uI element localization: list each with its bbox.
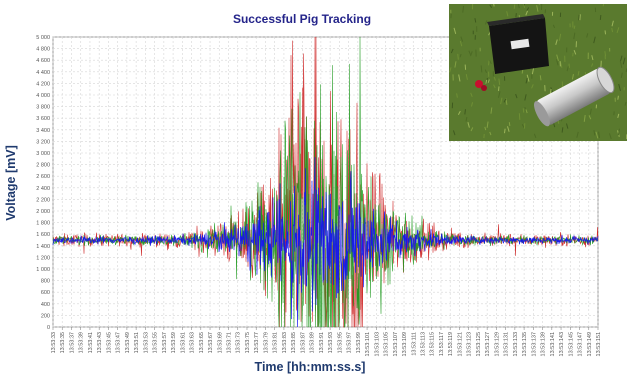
x-tick-label: 13:53:59	[171, 332, 177, 353]
y-tick-label: 400	[41, 302, 50, 308]
x-tick-label: 13:53:95	[337, 332, 343, 353]
y-tick-label: 3 600	[36, 116, 50, 122]
x-tick-label: 13:53:97	[347, 332, 353, 353]
x-tick-label: 13:53:99	[356, 332, 362, 353]
series-line	[52, 36, 599, 328]
x-tick-label: 13:53:73	[236, 332, 242, 353]
x-tick-label: 13:53:141	[550, 332, 556, 356]
x-tick-label: 13:53:83	[282, 332, 288, 353]
y-tick-label: 0	[47, 325, 50, 331]
y-tick-label: 1 800	[36, 221, 50, 227]
y-tick-label: 1 000	[36, 267, 50, 273]
y-tick-label: 3 400	[36, 128, 50, 134]
x-tick-label: 13:53:89	[310, 332, 316, 353]
x-tick-label: 13:53:143	[559, 332, 565, 356]
x-tick-label: 13:53:87	[300, 332, 306, 353]
y-tick-label: 200	[41, 313, 50, 319]
x-tick-label: 13:53:57	[162, 332, 168, 353]
x-tick-label: 13:53:133	[513, 332, 519, 356]
x-tick-label: 13:53:115	[430, 332, 436, 356]
x-tick-label: 13:53:107	[393, 332, 399, 356]
y-tick-label: 4 800	[36, 47, 50, 53]
x-tick-label: 13:53:145	[568, 332, 574, 356]
series-line	[52, 157, 599, 328]
x-tick-label: 13:53:61	[180, 332, 186, 353]
x-tick-label: 13:53:33	[51, 332, 57, 353]
x-tick-label: 13:53:123	[467, 332, 473, 356]
x-tick-label: 13:53:37	[69, 332, 75, 353]
x-tick-label: 13:53:41	[88, 332, 94, 353]
x-tick-label: 13:53:75	[245, 332, 251, 353]
x-tick-label: 13:53:53	[143, 332, 149, 353]
x-tick-label: 13:53:47	[116, 332, 122, 353]
x-tick-label: 13:53:71	[227, 332, 233, 353]
x-tick-label: 13:53:125	[476, 332, 482, 356]
y-tick-label: 4 400	[36, 70, 50, 76]
x-tick-label: 13:53:63	[190, 332, 196, 353]
x-tick-label: 13:53:81	[273, 332, 279, 353]
y-tick-label: 2 600	[36, 174, 50, 180]
y-axis-label: Voltage [mV]	[4, 145, 18, 221]
x-tick-label: 13:53:151	[596, 332, 602, 356]
x-tick-label: 13:53:119	[448, 332, 454, 356]
y-tick-label: 3 800	[36, 105, 50, 111]
x-tick-label: 13:53:103	[374, 332, 380, 356]
x-tick-label: 13:53:85	[291, 332, 297, 353]
x-tick-label: 13:53:67	[208, 332, 214, 353]
x-tick-label: 13:53:113	[420, 332, 426, 356]
y-tick-label: 2 800	[36, 163, 50, 169]
x-tick-label: 13:53:39	[79, 332, 85, 353]
x-tick-label: 13:53:147	[578, 332, 584, 356]
y-tick-label: 4 600	[36, 58, 50, 64]
y-tick-label: 3 000	[36, 151, 50, 157]
x-tick-label: 13:53:93	[328, 332, 334, 353]
x-tick-label: 13:53:129	[494, 332, 500, 356]
y-tick-label: 1 400	[36, 244, 50, 250]
y-tick-label: 600	[41, 290, 50, 296]
x-tick-label: 13:53:137	[531, 332, 537, 356]
x-tick-label: 13:53:117	[439, 332, 445, 356]
x-tick-label: 13:53:105	[384, 332, 390, 356]
y-tick-label: 4 000	[36, 93, 50, 99]
y-tick-label: 2 200	[36, 197, 50, 203]
x-tick-label: 13:53:69	[217, 332, 223, 353]
y-tick-label: 1 600	[36, 232, 50, 238]
x-tick-label: 13:53:101	[365, 332, 371, 356]
chart-title: Successful Pig Tracking	[232, 12, 372, 26]
y-tick-label: 2 000	[36, 209, 50, 215]
x-tick-label: 13:53:45	[106, 332, 112, 353]
x-tick-label: 13:53:135	[522, 332, 528, 356]
x-tick-label: 13:53:49	[125, 332, 131, 353]
y-tick-label: 2 400	[36, 186, 50, 192]
x-tick-label: 13:53:149	[587, 332, 593, 356]
x-tick-label: 13:53:139	[541, 332, 547, 356]
x-tick-label: 13:53:127	[485, 332, 491, 356]
y-tick-label: 4 200	[36, 81, 50, 87]
x-tick-label: 13:53:55	[153, 332, 159, 353]
x-tick-label: 13:53:91	[319, 332, 325, 353]
x-tick-label: 13:53:131	[504, 332, 510, 356]
x-tick-label: 13:53:51	[134, 332, 140, 353]
x-tick-label: 13:53:35	[60, 332, 66, 353]
y-tick-label: 5 000	[36, 35, 50, 41]
x-tick-label: 13:53:65	[199, 332, 205, 353]
y-tick-label: 800	[41, 279, 50, 285]
x-axis-label: Time [hh:mm:ss.s]	[254, 360, 366, 374]
x-tick-label: 13:53:43	[97, 332, 103, 353]
x-tick-label: 13:53:109	[402, 332, 408, 356]
x-tick-label: 13:53:77	[254, 332, 260, 353]
inset-photo-icon	[449, 4, 627, 141]
x-tick-label: 13:53:79	[263, 332, 269, 353]
y-tick-label: 3 200	[36, 139, 50, 145]
x-tick-label: 13:53:121	[457, 332, 463, 356]
x-tick-label: 13:53:111	[411, 332, 417, 356]
y-tick-label: 1 200	[36, 255, 50, 261]
